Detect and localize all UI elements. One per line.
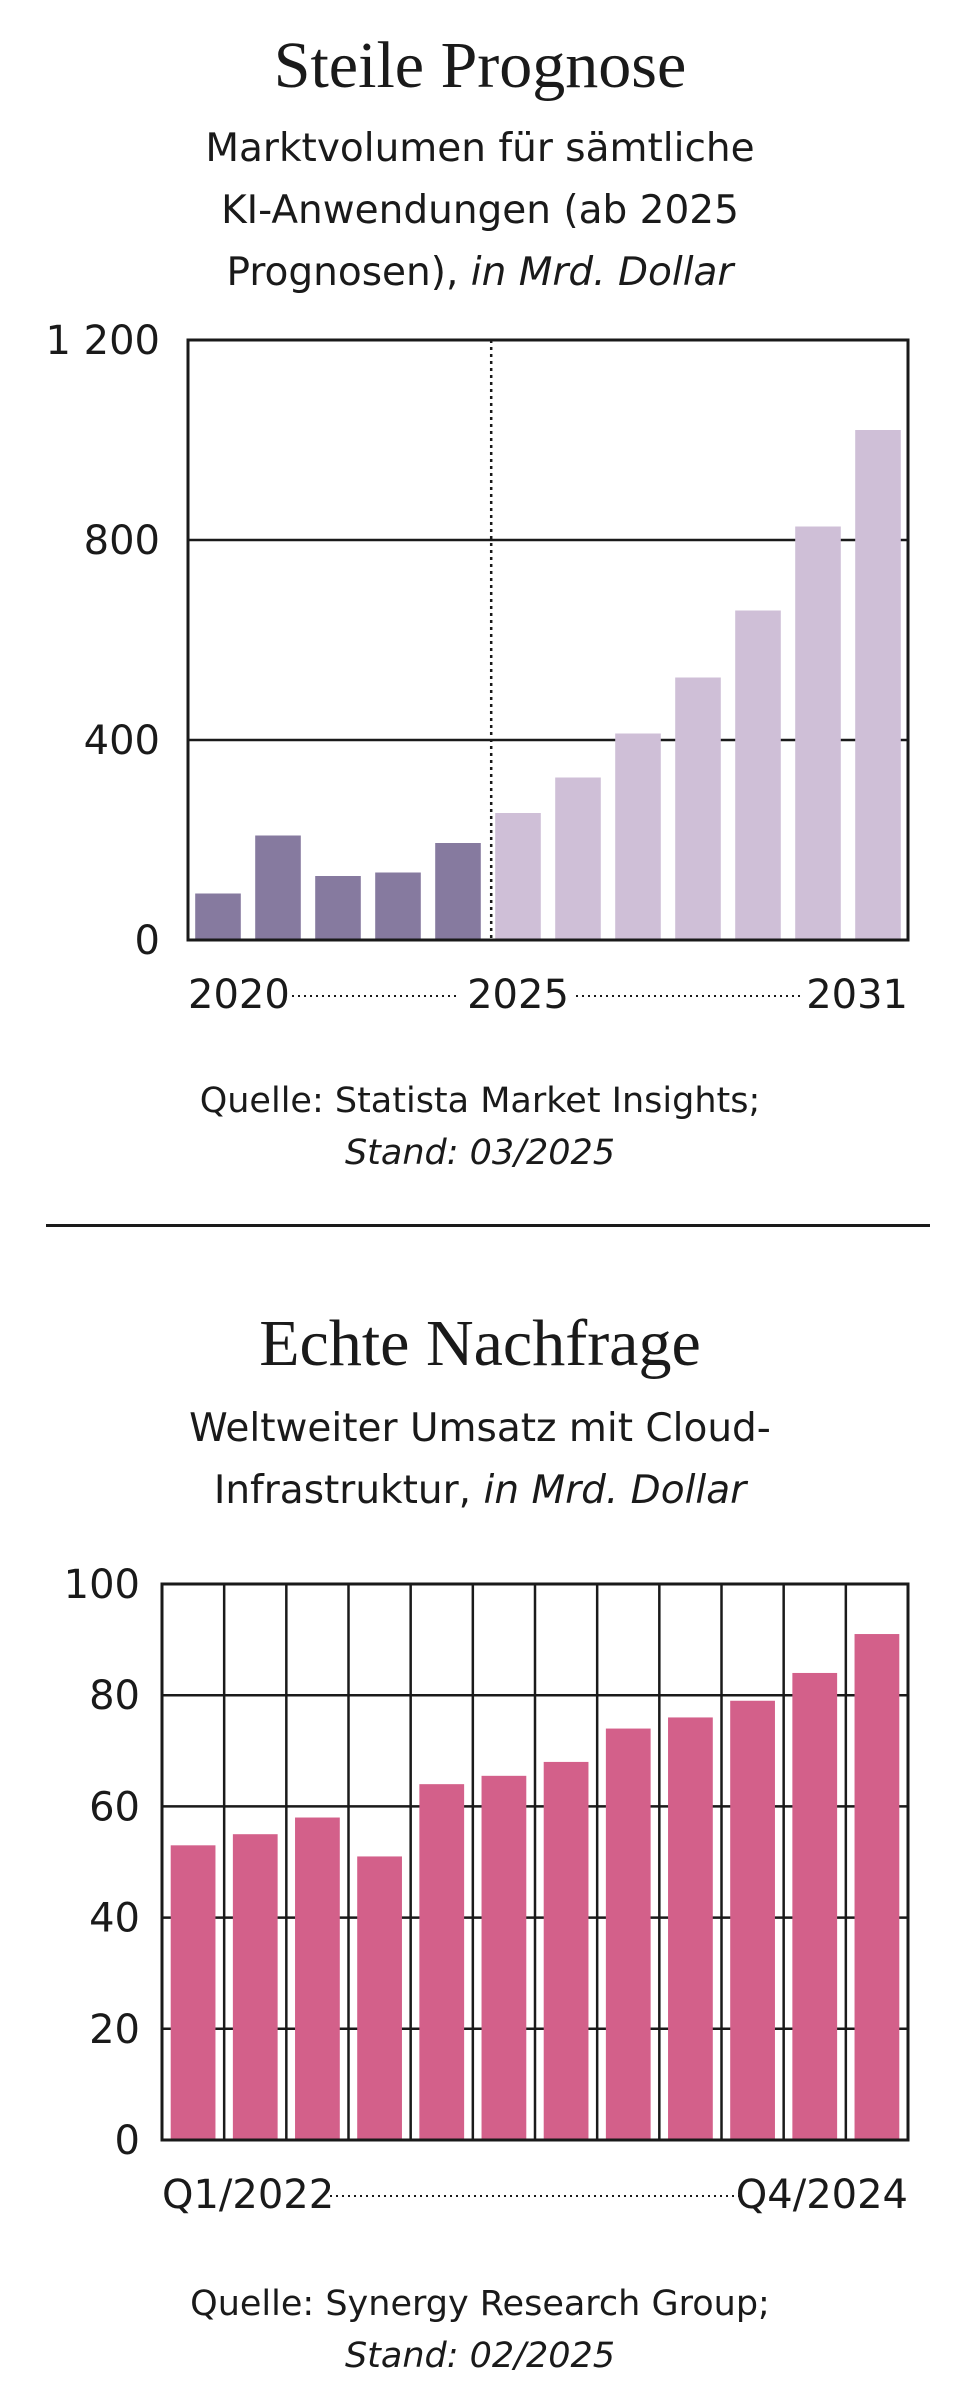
chart2-subtitle-line-2: Infrastruktur, in Mrd. Dollar [120,1460,840,1522]
chart2-bar-Q2/2023 [481,1775,527,2140]
chart2-bar-Q3/2022 [295,1817,340,2140]
chart2-bar-Q1/2022 [170,1845,216,2140]
chart1-source: Quelle: Statista Market Insights; Stand:… [100,1075,860,1179]
chart1-title: Steile Prognose [273,29,687,102]
chart1-subtitle: Marktvolumen für sämtliche KI-Anwendunge… [120,118,840,304]
chart2-subtitle-line-1: Weltweiter Umsatz mit Cloud- [189,1406,771,1451]
chart1-subtitle-line-3: Prognosen), in Mrd. Dollar [120,242,840,304]
chart2-title: Echte Nachfrage [259,1307,701,1380]
chart1-bar-2027 [615,733,661,940]
chart2-bar-Q2/2022 [232,1834,278,2140]
chart2-bar-Q3/2024 [792,1672,838,2140]
chart1-bar-2028 [675,677,721,940]
chart2-y-tick-label: 20 [89,2007,140,2053]
chart1-bar-2030 [795,526,841,940]
chart1-x-tick-label: 2020 [188,972,290,1018]
chart1-subtitle-line-1: Marktvolumen für sämtliche [205,126,755,171]
chart2-x-tick-label: Q4/2024 [736,2172,908,2218]
chart1-svg: 0 400 800 1 200 2020 2025 2031 [45,318,910,1018]
chart1-bar-2031 [855,430,901,940]
chart1-subtitle-text: Prognosen), [226,250,459,295]
chart1-bar-2029 [735,610,781,940]
chart2-bar-Q1/2024 [668,1717,713,2140]
chart2-bar-Q4/2024 [854,1634,900,2140]
chart2-y-tick-label: 40 [89,1896,140,1942]
chart2-y-tick-label: 0 [115,2118,140,2164]
chart1-bar-2024 [435,843,481,940]
chart2-svg: 0 20 40 60 80 100 Q1/2022 Q4/2024 [64,1562,910,2218]
chart1-bar-2025 [495,813,541,940]
chart2-frame [160,1582,910,2142]
chart1-frame [186,338,910,942]
chart1-bar-2022 [315,876,361,940]
chart1-stand: Stand: 03/2025 [344,1133,616,1173]
chart1-x-tick-label: 2025 [467,972,569,1018]
chart1-bar-2023 [375,872,421,940]
chart2-bar-Q3/2023 [543,1761,589,2140]
chart1-bar-2020 [195,893,241,940]
chart2-bar-Q4/2023 [605,1728,651,2140]
chart2-subtitle: Weltweiter Umsatz mit Cloud- Infrastrukt… [120,1398,840,1522]
chart1-subtitle-line-2: KI-Anwendungen (ab 2025 [221,188,739,233]
chart2-bar-Q2/2024 [730,1700,775,2140]
chart1-y-tick-label: 0 [135,918,160,964]
chart1-y-tick-label: 800 [84,518,160,564]
chart2-stand: Stand: 02/2025 [344,2336,616,2376]
chart1-source-text: Quelle: Statista Market Insights; [199,1081,761,1121]
chart1-bar-2026 [555,777,601,940]
chart1-bar-2021 [255,835,301,940]
chart2-unit: in Mrd. Dollar [483,1468,747,1513]
chart2-source-text: Quelle: Synergy Research Group; [190,2284,770,2324]
chart2-subtitle-text: Infrastruktur, [213,1468,472,1513]
chart1-y-tick-label: 400 [84,718,160,764]
chart2-y-tick-label: 60 [89,1784,140,1830]
chart2-x-tick-label: Q1/2022 [162,2172,334,2218]
chart2-y-tick-label: 80 [89,1673,140,1719]
chart1-y-tick-label: 1 200 [45,318,160,364]
chart1-x-tick-label: 2031 [806,972,908,1018]
section-divider [46,1224,930,1227]
chart2-bar-Q4/2022 [357,1856,402,2140]
chart2-y-tick-label: 100 [64,1562,140,1608]
chart2-source: Quelle: Synergy Research Group; Stand: 0… [100,2278,860,2382]
chart1-unit: in Mrd. Dollar [470,250,734,295]
chart2-bar-Q1/2023 [419,1784,465,2140]
